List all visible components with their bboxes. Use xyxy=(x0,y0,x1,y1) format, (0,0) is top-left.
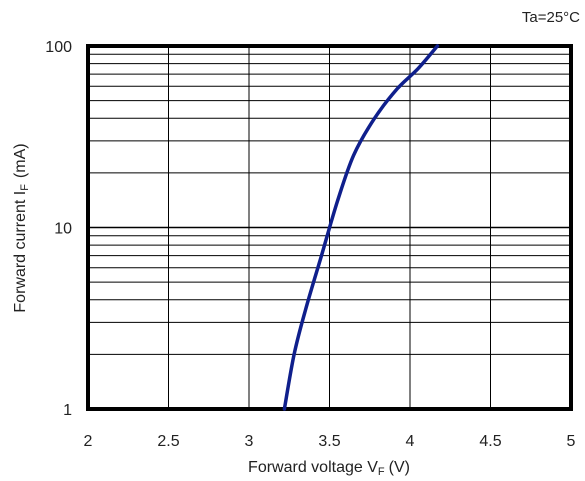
y-axis-title-main: Forward current I xyxy=(12,191,29,313)
plot-frame xyxy=(86,44,573,411)
x-tick-label: 4.5 xyxy=(479,433,501,450)
x-axis-title-subscript: F xyxy=(378,466,385,478)
y-tick-label: 10 xyxy=(54,221,72,238)
x-axis-title-main: Forward voltage V xyxy=(248,459,378,476)
x-tick-label: 5 xyxy=(567,433,576,450)
series-line xyxy=(282,44,440,411)
y-axis-title-subscript: F xyxy=(19,184,31,191)
x-axis-title: Forward voltage VF (V) xyxy=(248,459,410,478)
chart-annotation: Ta=25°C xyxy=(522,9,580,26)
x-tick-label: 3.5 xyxy=(318,433,340,450)
x-tick-label: 3 xyxy=(245,433,254,450)
y-axis-title-unit: (mA) xyxy=(12,143,29,178)
x-tick-label: 2 xyxy=(84,433,93,450)
y-tick-label: 100 xyxy=(45,39,72,56)
y-tick-labels: 1 10 100 xyxy=(45,39,72,419)
series-layer xyxy=(282,44,440,411)
y-axis-title: Forward current IF (mA) xyxy=(12,143,31,312)
x-tick-labels: 2 2.5 3 3.5 4 4.5 5 xyxy=(84,433,576,450)
y-tick-label: 1 xyxy=(63,402,72,419)
x-tick-label: 2.5 xyxy=(157,433,179,450)
x-tick-label: 4 xyxy=(406,433,415,450)
x-axis-title-unit: (V) xyxy=(389,459,410,476)
